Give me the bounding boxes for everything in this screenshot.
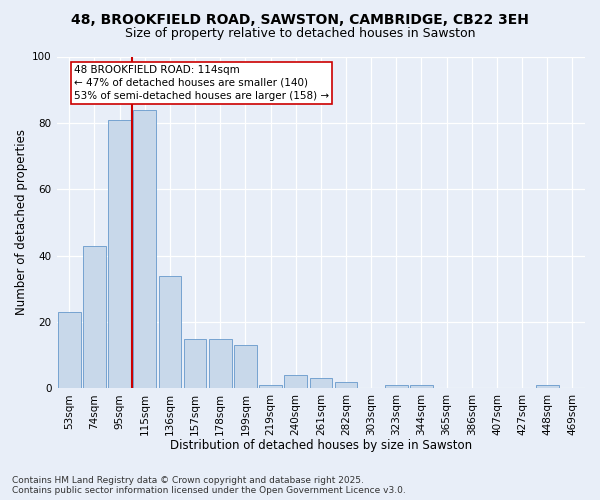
Bar	[284, 375, 307, 388]
Y-axis label: Number of detached properties: Number of detached properties	[15, 130, 28, 316]
Text: 48 BROOKFIELD ROAD: 114sqm
← 47% of detached houses are smaller (140)
53% of sem: 48 BROOKFIELD ROAD: 114sqm ← 47% of deta…	[74, 65, 329, 101]
Bar	[234, 345, 257, 389]
Bar	[536, 385, 559, 388]
Bar	[158, 276, 181, 388]
Bar	[209, 338, 232, 388]
Bar	[184, 338, 206, 388]
Bar	[259, 385, 282, 388]
Bar	[108, 120, 131, 388]
Text: Contains HM Land Registry data © Crown copyright and database right 2025.
Contai: Contains HM Land Registry data © Crown c…	[12, 476, 406, 495]
Bar	[335, 382, 358, 388]
Bar	[83, 246, 106, 388]
Bar	[385, 385, 407, 388]
X-axis label: Distribution of detached houses by size in Sawston: Distribution of detached houses by size …	[170, 440, 472, 452]
Bar	[58, 312, 80, 388]
Bar	[310, 378, 332, 388]
Text: 48, BROOKFIELD ROAD, SAWSTON, CAMBRIDGE, CB22 3EH: 48, BROOKFIELD ROAD, SAWSTON, CAMBRIDGE,…	[71, 12, 529, 26]
Bar	[410, 385, 433, 388]
Text: Size of property relative to detached houses in Sawston: Size of property relative to detached ho…	[125, 28, 475, 40]
Bar	[133, 110, 156, 388]
